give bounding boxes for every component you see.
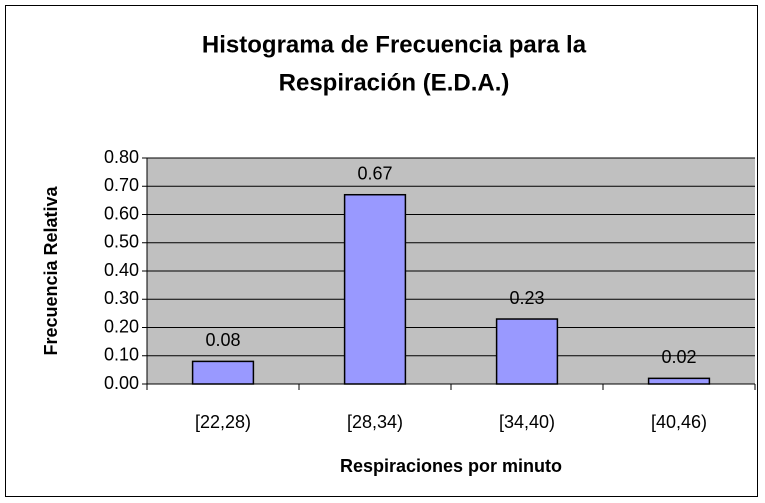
y-tick-label: 0.50 [104, 232, 139, 252]
bar [343, 193, 407, 385]
y-tick-label: 0.30 [104, 288, 139, 308]
x-tick-label: [40,46) [651, 412, 707, 432]
x-axis-title: Respiraciones por minuto [340, 456, 562, 476]
y-axis-title: Frecuencia Relativa [41, 185, 61, 355]
y-tick-label: 0.80 [104, 147, 139, 167]
bar [647, 377, 711, 385]
x-tick-label: [28,34) [347, 412, 403, 432]
x-tick-label: [22,28) [195, 412, 251, 432]
bar [191, 360, 255, 385]
x-tick-label: [34,40) [499, 412, 555, 432]
bar [495, 318, 559, 385]
data-label: 0.67 [357, 163, 392, 183]
chart-title: Histograma de Frecuencia para la [202, 31, 587, 58]
y-tick-label: 0.40 [104, 260, 139, 280]
y-tick-label: 0.20 [104, 316, 139, 336]
y-tick-label: 0.60 [104, 203, 139, 223]
y-tick-label: 0.10 [104, 345, 139, 365]
data-label: 0.08 [205, 330, 240, 350]
y-tick-label: 0.00 [104, 373, 139, 393]
y-tick-label: 0.70 [104, 175, 139, 195]
data-label: 0.02 [661, 347, 696, 367]
chart-title: Respiración (E.D.A.) [279, 69, 510, 96]
data-label: 0.23 [509, 288, 544, 308]
